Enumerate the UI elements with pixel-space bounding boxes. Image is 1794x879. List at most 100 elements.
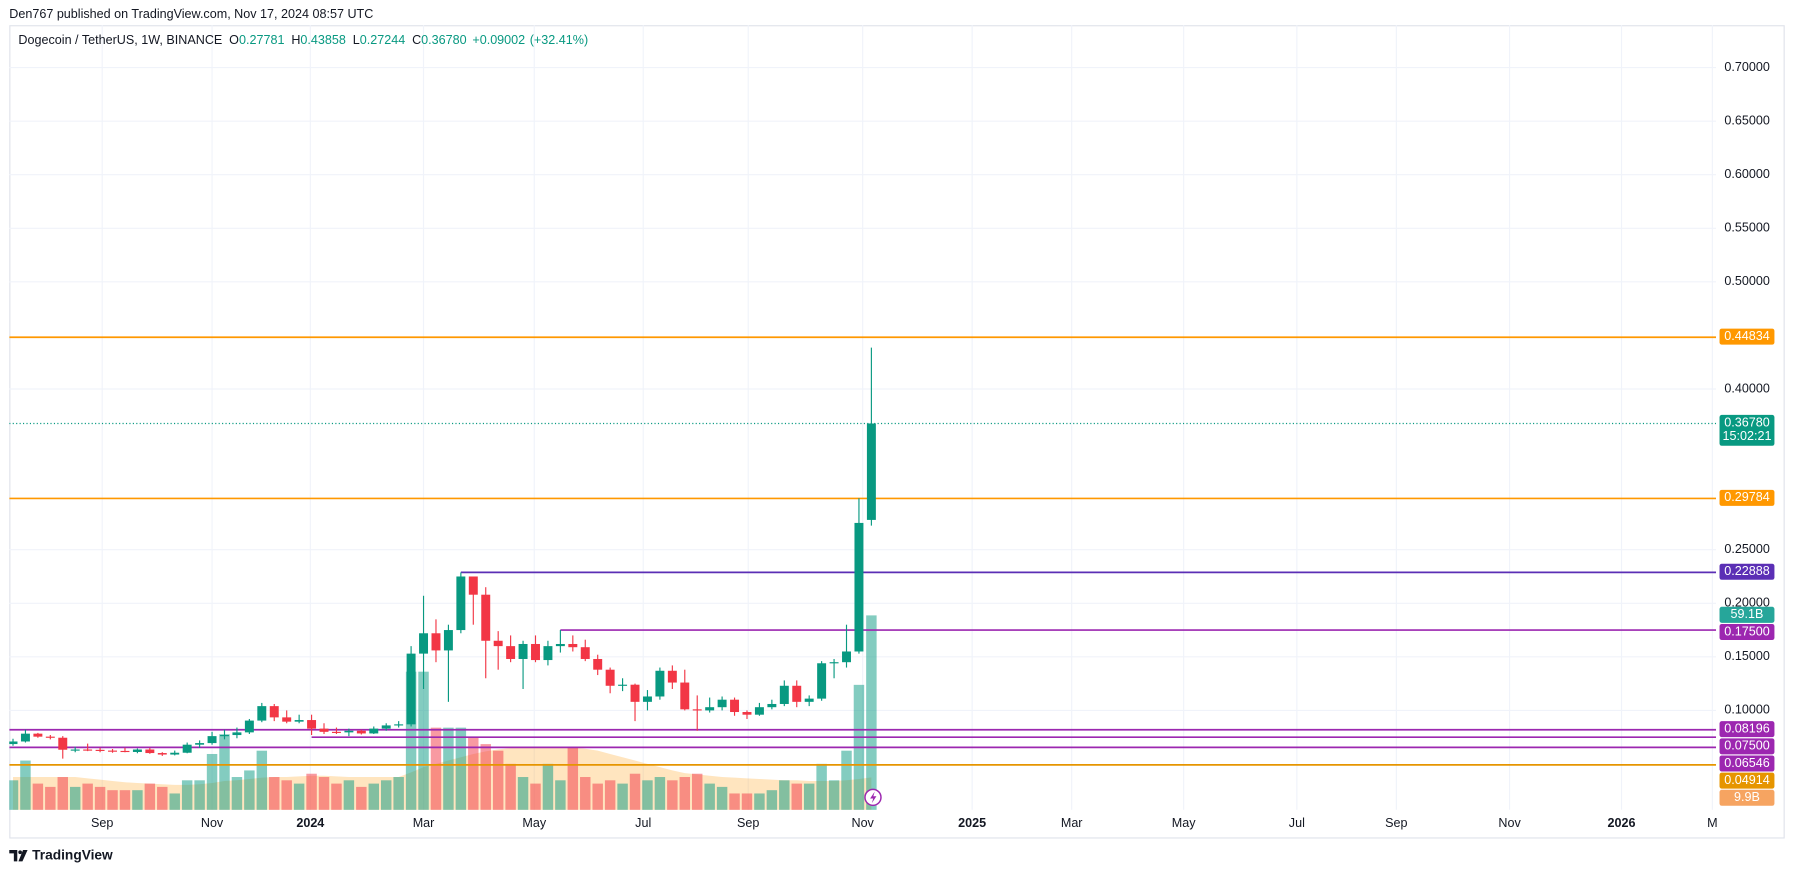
candle-body — [33, 733, 43, 737]
volume-bar — [269, 777, 280, 810]
candle-body — [45, 736, 55, 738]
volume-bar — [20, 760, 31, 810]
y-tick-label: 0.10000 — [1724, 703, 1769, 717]
volume-bar — [604, 780, 616, 810]
volume-bar — [306, 773, 317, 810]
grid — [9, 25, 1717, 810]
candle-body — [269, 706, 279, 718]
candle-body — [779, 685, 789, 704]
legend-item: H — [291, 34, 300, 48]
candle-body — [58, 737, 68, 750]
legend-item: (+32.41%) — [530, 34, 588, 48]
volume-pane — [9, 615, 877, 810]
brand: TradingView — [32, 847, 113, 862]
candle-body — [754, 707, 764, 715]
legend-item: Dogecoin / TetherUS, 1W, BINANCE — [18, 34, 222, 48]
x-tick-label: Nov — [851, 816, 874, 830]
price-badge — [1719, 721, 1775, 738]
candle-body — [356, 730, 366, 734]
volume-bar — [393, 777, 404, 810]
volume-bar — [181, 780, 193, 810]
volume-bar — [592, 783, 603, 810]
volume-bar — [45, 786, 56, 810]
volume-bar — [567, 747, 579, 810]
y-tick-label: 0.70000 — [1724, 60, 1769, 74]
price-badge-label: 9.9B — [1734, 790, 1760, 804]
volume-bar — [119, 790, 131, 810]
volume-bar — [368, 783, 379, 810]
candle-body — [394, 724, 404, 726]
candle-body — [244, 720, 254, 733]
x-tick-label: Mar — [1061, 816, 1083, 830]
candle-body — [419, 633, 429, 654]
volume-bar — [256, 750, 268, 810]
frame — [9, 25, 1785, 839]
candle-body — [95, 749, 105, 751]
legend-item: C — [412, 34, 421, 48]
volume-bar — [841, 750, 852, 810]
candle-body — [120, 750, 130, 753]
volume-bar — [492, 750, 504, 810]
price-badge — [1719, 489, 1775, 506]
volume-bar — [642, 780, 653, 810]
volume-bar — [405, 671, 417, 810]
volume-bar — [555, 780, 566, 810]
candle-body — [344, 730, 354, 733]
candle-body — [630, 684, 640, 702]
legend-item: 0.27244 — [360, 34, 405, 48]
volume-bar — [219, 734, 230, 810]
legend-item: L — [353, 34, 360, 48]
volume-bar — [107, 790, 118, 810]
candle-body — [145, 749, 155, 754]
candle-body — [182, 744, 192, 753]
legend-item: O — [229, 34, 239, 48]
volume-bar — [57, 777, 68, 810]
y-tick-label: 0.50000 — [1724, 274, 1769, 288]
price-badge-label: 59.1B — [1731, 607, 1764, 621]
y-tick-label: 0.40000 — [1724, 381, 1769, 395]
y-tick-label: 0.55000 — [1724, 221, 1769, 235]
candle-body — [655, 670, 665, 697]
candle-body — [108, 750, 118, 752]
y-tick-label: 0.20000 — [1724, 596, 1769, 610]
price-badge — [1719, 606, 1775, 623]
volume-bar — [754, 793, 765, 810]
volume-bar — [281, 780, 292, 810]
y-tick-label: 0.60000 — [1724, 167, 1769, 181]
volume-bar — [704, 783, 715, 810]
brand-logo — [9, 849, 28, 862]
candle-body — [605, 669, 615, 686]
volume-bar — [418, 671, 429, 810]
volume-bar — [231, 777, 243, 810]
x-tick-label: May — [1172, 816, 1196, 830]
x-tick-label: 2025 — [958, 816, 986, 830]
publisher: Den767 published on TradingView.com, Nov… — [9, 7, 373, 21]
price-badge — [1719, 755, 1775, 772]
candle-body — [580, 647, 590, 659]
volume-bar — [580, 777, 591, 810]
volume-bar — [617, 783, 628, 810]
candle-body — [132, 749, 142, 752]
candle-body — [866, 423, 876, 520]
volume-bar — [293, 783, 305, 810]
price-badge-label: 0.08196 — [1724, 721, 1769, 735]
candle-body — [829, 662, 839, 664]
price-badge-label: 0.44834 — [1724, 329, 1769, 343]
legend-item: +0.09002 — [472, 34, 525, 48]
candle-body — [232, 732, 242, 736]
volume-bar — [803, 783, 815, 810]
candle-body — [20, 733, 30, 742]
volume-bar — [94, 786, 106, 810]
price-badge-label: 15:02:21 — [1722, 429, 1771, 443]
price-badge — [1719, 414, 1775, 446]
candle-body — [195, 743, 205, 745]
volume-bar — [343, 780, 355, 810]
x-tick-label: Sep — [91, 816, 113, 830]
volume-bar — [380, 780, 392, 810]
volume-bar — [194, 780, 205, 810]
candle-body — [331, 731, 341, 733]
candle-body — [220, 735, 229, 737]
candle-body — [431, 633, 441, 651]
